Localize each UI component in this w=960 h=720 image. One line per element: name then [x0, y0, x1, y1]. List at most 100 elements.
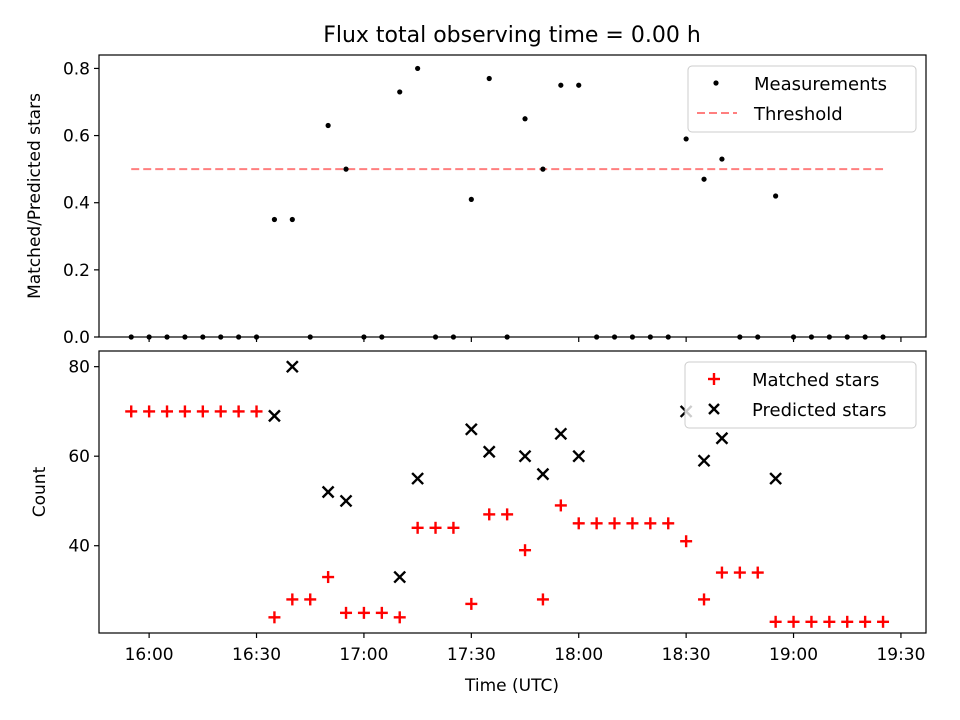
bottom-axes-frame	[98, 350, 927, 634]
measurement-point	[737, 334, 743, 340]
matched-star-point	[483, 508, 496, 521]
measurement-point	[253, 334, 260, 340]
matched-star-point	[715, 566, 728, 579]
matched-star-point	[196, 405, 209, 418]
measurement-point	[594, 334, 600, 340]
measurement-point	[271, 216, 278, 223]
matched-star-point	[429, 521, 442, 534]
measurement-point	[701, 176, 707, 182]
measurement-point	[468, 196, 474, 202]
measurement-point	[773, 193, 779, 199]
x-axis-label: Time (UTC)	[464, 676, 559, 696]
x-tick-label: 18:00	[554, 645, 603, 665]
measurement-point	[862, 334, 868, 340]
bottom-y-axis-label: Count	[30, 466, 50, 517]
bottom-y-tick-label: 60	[68, 447, 90, 467]
measurement-point	[182, 334, 188, 340]
measurement-point	[432, 334, 439, 340]
matched-star-point	[626, 517, 639, 530]
predicted-star-stroke-b	[572, 449, 586, 463]
predicted-star-stroke-b	[411, 472, 424, 485]
matched-star-point	[554, 499, 567, 512]
matched-star-point	[375, 606, 388, 619]
x-tick-label: 19:30	[876, 645, 925, 665]
matched-star-point	[411, 521, 424, 534]
matched-star-point	[214, 405, 227, 418]
measurement-point	[629, 334, 636, 340]
matched-star-point	[536, 593, 549, 606]
top-chart-title: Flux total observing time = 0.00 h	[323, 23, 701, 48]
predicted-star-point	[518, 449, 532, 463]
measurement-point	[844, 334, 850, 340]
measurement-point	[880, 334, 886, 340]
predicted-star-stroke-b	[482, 445, 496, 459]
measurement-point	[218, 334, 224, 340]
top-y-tick-label: 0.0	[63, 328, 90, 348]
legend-predicted-marker	[708, 403, 720, 415]
predicted-star-point	[285, 360, 299, 374]
measurement-point	[522, 116, 528, 122]
measurement-point	[307, 334, 313, 340]
measurement-point	[343, 166, 349, 172]
matched-star-point	[340, 606, 353, 619]
measurement-point	[540, 166, 546, 172]
matched-star-point	[877, 615, 890, 628]
x-tick-label: 16:00	[125, 645, 174, 665]
matched-star-point	[143, 405, 156, 418]
predicted-star-stroke-b	[464, 422, 478, 436]
measurement-point	[504, 334, 510, 340]
legend-matched-label: Matched stars	[752, 370, 879, 391]
measurement-point	[128, 334, 134, 340]
top-y-tick-label: 0.8	[63, 59, 90, 79]
matched-star-point	[178, 405, 191, 418]
predicted-star-stroke-b	[536, 467, 550, 481]
top-axes-frame	[98, 54, 927, 338]
top-y-tick-label: 0.2	[63, 261, 90, 281]
matched-star-point	[286, 593, 299, 606]
predicted-star-stroke-b	[393, 570, 407, 584]
x-tick-label: 19:00	[769, 645, 818, 665]
measurement-point	[790, 334, 797, 340]
bottom-legend: Matched stars Predicted stars	[684, 361, 917, 429]
matched-star-point	[304, 593, 317, 606]
matched-star-point	[769, 615, 782, 628]
matched-star-point	[751, 566, 764, 579]
predicted-star-stroke-b	[285, 360, 299, 374]
matched-star-point	[572, 517, 585, 530]
measurement-point	[379, 334, 385, 340]
matched-star-point	[501, 508, 514, 521]
predicted-star-point	[339, 494, 353, 508]
x-tick-label: 18:30	[662, 645, 711, 665]
x-tick-label: 17:00	[339, 645, 388, 665]
measurement-point	[486, 75, 492, 82]
top-y-tick-label: 0.4	[63, 194, 90, 214]
legend-measurements-marker	[713, 80, 719, 86]
matched-star-point	[322, 571, 335, 584]
predicted-star-stroke-b	[697, 454, 711, 468]
measurement-point	[450, 334, 457, 340]
legend-threshold-label: Threshold	[753, 104, 843, 125]
matched-star-point	[393, 611, 406, 624]
matched-star-point	[823, 615, 836, 628]
matched-star-point	[590, 517, 603, 530]
predicted-star-stroke-b	[339, 494, 353, 508]
measurement-point	[611, 334, 618, 340]
legend-predicted-label: Predicted stars	[752, 400, 886, 421]
measurement-point	[415, 65, 421, 72]
matched-star-point	[357, 606, 370, 619]
predicted-star-stroke-b	[321, 485, 335, 499]
measurement-point	[397, 89, 403, 95]
matched-star-point	[805, 615, 818, 628]
predicted-star-point	[715, 431, 729, 445]
measurement-point	[665, 334, 671, 340]
predicted-star-point	[411, 472, 424, 485]
matched-star-point	[465, 597, 478, 610]
matched-star-point	[787, 615, 800, 628]
predicted-star-stroke-b	[715, 431, 729, 445]
matched-star-point	[733, 566, 746, 579]
measurement-point	[826, 334, 832, 340]
top-legend: Measurements Threshold	[687, 65, 917, 133]
predicted-star-point	[536, 467, 550, 481]
matched-star-point	[447, 521, 460, 534]
